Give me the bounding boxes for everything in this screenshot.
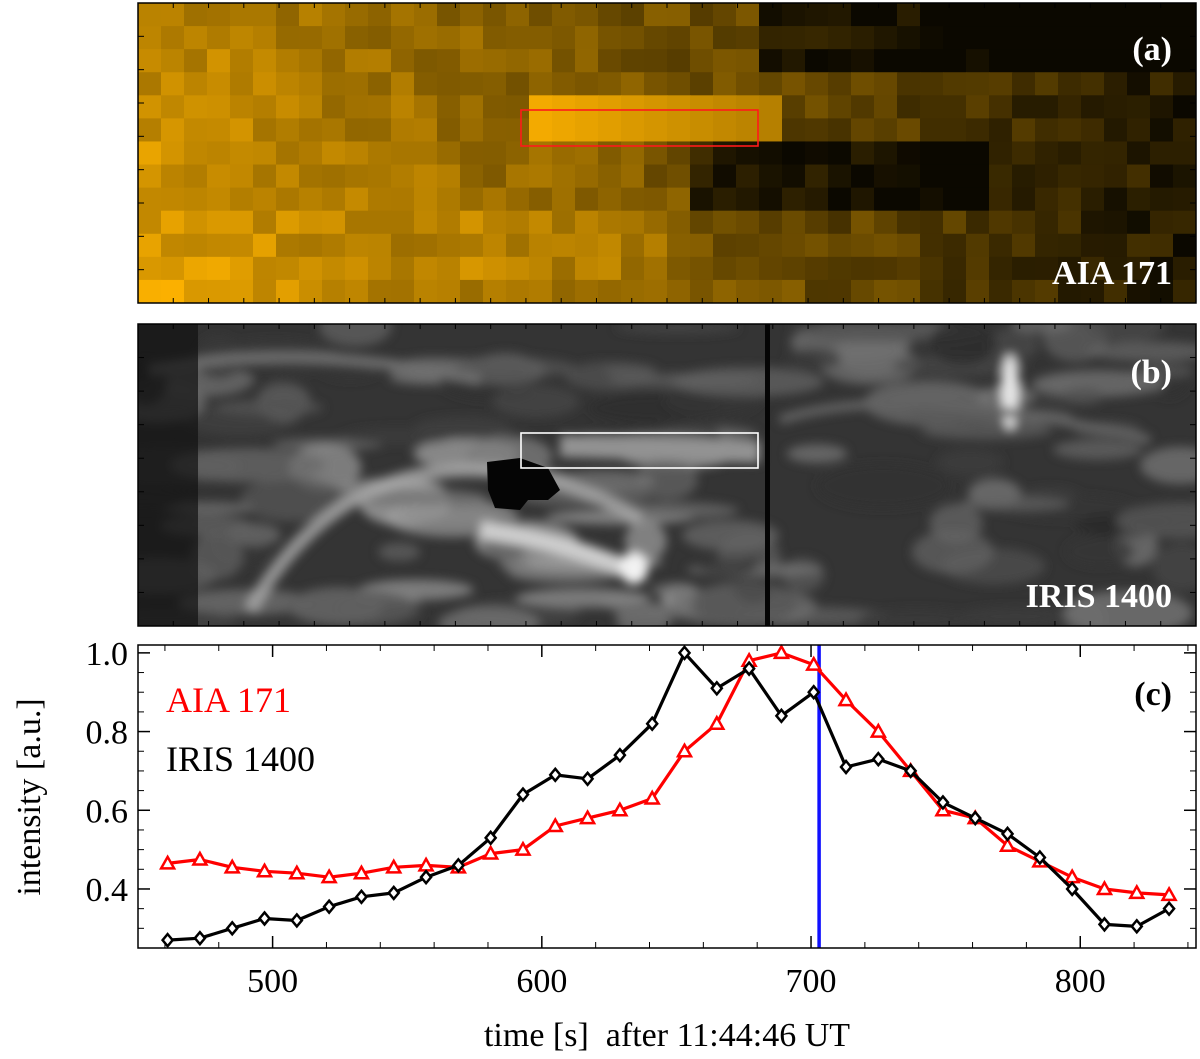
y-tick-label: 0.6 — [86, 793, 129, 830]
point-iris-1400 — [1162, 900, 1176, 917]
point-iris-1400 — [580, 770, 595, 787]
axis-ticks: 500 600 700 800 0.4 0.6 0.8 1.0 — [86, 636, 1196, 1000]
panel-b-instrument: IRIS 1400 — [1026, 578, 1172, 615]
point-aia-171 — [643, 789, 661, 805]
iris-1400-image — [138, 324, 1196, 626]
aia-region-box — [520, 109, 759, 147]
x-tick-label: 800 — [1055, 963, 1106, 1000]
point-iris-1400 — [677, 644, 692, 661]
panel-a-ticks — [138, 3, 1196, 303]
point-aia-171 — [514, 840, 532, 856]
point-iris-1400 — [871, 751, 885, 768]
point-aia-171 — [385, 858, 403, 874]
point-aia-171 — [708, 714, 726, 730]
point-aia-171 — [772, 643, 791, 660]
point-aia-171 — [611, 801, 629, 817]
point-aia-171 — [191, 850, 209, 866]
point-aia-171 — [837, 691, 855, 707]
point-aia-171 — [288, 864, 306, 880]
point-aia-171 — [255, 862, 274, 878]
point-iris-1400 — [290, 912, 304, 929]
point-iris-1400 — [225, 920, 239, 937]
legend-iris-1400: IRIS 1400 — [166, 739, 315, 779]
x-tick-label: 600 — [516, 963, 567, 1000]
point-iris-1400 — [1130, 918, 1144, 935]
point-iris-1400 — [613, 747, 627, 764]
point-iris-1400 — [1065, 881, 1079, 897]
point-aia-171 — [482, 844, 500, 860]
point-iris-1400 — [1033, 849, 1047, 866]
panel-b-label: (b) — [1130, 354, 1172, 391]
point-iris-1400 — [968, 810, 982, 827]
panel-c-chart: 500 600 700 800 0.4 0.6 0.8 1.0 (c) AIA 171 IRI… — [11, 636, 1197, 1054]
point-iris-1400 — [1097, 916, 1112, 933]
point-iris-1400 — [548, 766, 562, 783]
x-tick-label: 500 — [247, 963, 298, 1000]
panel-b: (b) IRIS 1400 — [137, 323, 1197, 627]
point-iris-1400 — [387, 884, 401, 901]
point-iris-1400 — [451, 857, 465, 874]
x-tick-label: 700 — [786, 963, 837, 1000]
point-aia-171 — [1128, 883, 1146, 900]
point-iris-1400 — [160, 932, 175, 949]
point-aia-171 — [869, 722, 887, 738]
point-aia-171 — [1160, 885, 1178, 902]
x-axis-label: time [s] after 11:44:46 UT — [484, 1017, 850, 1054]
point-iris-1400 — [193, 930, 207, 947]
panel-a: (a) AIA 171 — [137, 2, 1197, 304]
point-aia-171 — [998, 836, 1017, 852]
point-iris-1400 — [710, 680, 724, 697]
point-iris-1400 — [807, 684, 821, 701]
series-line-aia-171 — [167, 651, 1170, 897]
point-iris-1400 — [257, 910, 272, 927]
point-aia-171 — [320, 868, 338, 884]
point-iris-1400 — [936, 794, 950, 811]
point-iris-1400 — [774, 707, 789, 724]
panel-c-label: (c) — [1134, 676, 1172, 713]
point-aia-171 — [1063, 868, 1081, 884]
y-tick-label: 0.4 — [86, 872, 129, 909]
point-iris-1400 — [742, 660, 756, 677]
point-iris-1400 — [516, 786, 530, 803]
legend-aia-171: AIA 171 — [166, 680, 291, 720]
point-aia-171 — [417, 856, 435, 872]
point-iris-1400 — [484, 829, 498, 846]
point-aia-171 — [223, 858, 241, 874]
point-aia-171 — [158, 854, 177, 870]
y-axis-label: intensity [a.u.] — [11, 698, 48, 895]
point-iris-1400 — [419, 869, 433, 886]
point-aia-171 — [675, 742, 694, 758]
series-line-iris-1400 — [167, 651, 1170, 942]
panel-a-instrument: AIA 171 — [1052, 255, 1172, 292]
aia-171-image — [138, 3, 1196, 303]
point-iris-1400 — [645, 715, 659, 732]
point-aia-171 — [352, 864, 371, 880]
point-iris-1400 — [354, 888, 369, 905]
panel-a-label: (a) — [1132, 31, 1172, 68]
point-aia-171 — [805, 655, 823, 671]
point-iris-1400 — [839, 759, 853, 775]
point-aia-171 — [578, 809, 597, 825]
point-iris-1400 — [904, 762, 918, 779]
point-aia-171 — [546, 816, 564, 833]
iris-region-box — [520, 432, 759, 469]
plot-frame — [137, 644, 1197, 949]
point-iris-1400 — [1000, 825, 1015, 842]
plot-marks — [158, 643, 1178, 949]
point-aia-171 — [1095, 879, 1114, 896]
y-tick-label: 0.8 — [86, 715, 129, 752]
panel-b-ticks — [138, 324, 1196, 626]
y-tick-label: 1.0 — [86, 636, 129, 673]
point-iris-1400 — [322, 898, 336, 915]
